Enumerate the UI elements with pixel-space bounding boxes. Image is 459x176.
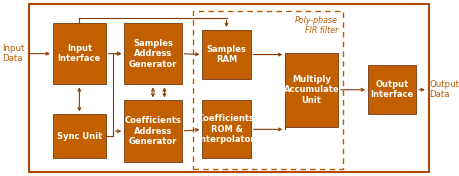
Bar [28,4,428,172]
Text: Output
Interface: Output Interface [369,80,413,99]
Bar [202,100,250,158]
Bar [193,11,342,169]
Bar [124,100,181,162]
Bar [285,53,337,127]
Bar [202,30,250,79]
Bar [124,23,181,84]
Bar [367,65,415,114]
Text: Output
Data: Output Data [428,80,458,99]
Text: Input
Interface: Input Interface [57,44,101,63]
Text: Sync Unit: Sync Unit [56,132,102,141]
Text: Coefficients
ROM &
Interpolator: Coefficients ROM & Interpolator [197,114,255,144]
Bar [53,114,106,158]
Text: Coefficients
Address
Generator: Coefficients Address Generator [124,116,181,146]
Text: Samples
Address
Generator: Samples Address Generator [129,39,177,69]
Text: Poly-phase
FIR filter: Poly-phase FIR filter [295,16,337,35]
Bar [53,23,106,84]
Text: Input
Data: Input Data [2,44,25,63]
Text: Multiply
Accumulate
Unit: Multiply Accumulate Unit [283,75,339,105]
Text: Samples
RAM: Samples RAM [206,45,246,64]
